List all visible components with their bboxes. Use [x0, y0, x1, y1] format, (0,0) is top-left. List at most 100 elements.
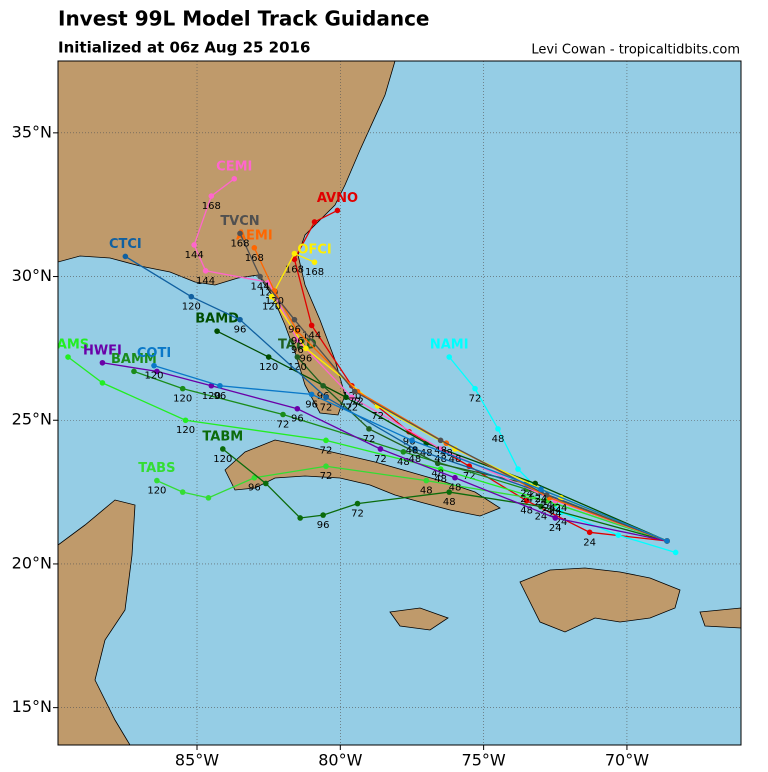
- model-name: BAMD: [195, 312, 239, 327]
- forecast-hour: 24: [540, 506, 553, 517]
- track-point: [320, 512, 326, 518]
- forecast-hour: 96: [305, 399, 318, 410]
- track-point: [320, 382, 326, 389]
- forecast-hour: 144: [302, 330, 321, 341]
- forecast-hour: 168: [230, 238, 249, 249]
- forecast-hour: 24: [583, 537, 596, 548]
- track-point: [323, 394, 329, 401]
- track-line: [293, 209, 668, 542]
- forecast-hour: 96: [234, 325, 247, 336]
- forecast-hour: 24: [549, 506, 562, 517]
- model-name: TVCN: [220, 214, 259, 229]
- track-point: [354, 500, 361, 507]
- track-point: [294, 328, 301, 334]
- track-point: [409, 437, 415, 444]
- track-point: [214, 328, 220, 334]
- track-line: [102, 362, 668, 542]
- chart-subtitle: Initialized at 06z Aug 25 2016: [58, 39, 310, 57]
- y-tick-label: 30°N: [12, 266, 52, 285]
- forecast-hour: 72: [463, 471, 476, 482]
- track-point: [268, 293, 275, 300]
- model-name: HWFI: [83, 343, 122, 358]
- forecast-hour: 48: [397, 457, 410, 468]
- track-point: [308, 322, 315, 329]
- forecast-hour: 24: [555, 517, 568, 528]
- forecast-hour: 72: [320, 445, 333, 456]
- track-point: [217, 382, 223, 389]
- forecast-hour: 120: [259, 287, 278, 298]
- forecast-hour: 144: [251, 282, 270, 293]
- x-tick-label: 70°W: [605, 751, 649, 769]
- forecast-hour: 24: [535, 511, 548, 522]
- forecast-hour: 72: [277, 419, 290, 430]
- forecast-hour: 48: [449, 483, 462, 494]
- track-point: [351, 388, 358, 395]
- forecast-hour: 48: [492, 434, 505, 445]
- track-point: [154, 368, 160, 375]
- forecast-hour: 120: [288, 362, 307, 373]
- forecast-hour: 24: [540, 500, 553, 511]
- forecast-hour: 72: [348, 397, 361, 408]
- track-point: [220, 446, 226, 452]
- track-point: [543, 492, 550, 498]
- forecast-hour: 72: [371, 411, 384, 422]
- track-point: [452, 474, 458, 481]
- track-point: [202, 267, 209, 274]
- forecast-hour: 72: [351, 397, 364, 408]
- track-point: [205, 495, 212, 501]
- track-point: [303, 345, 309, 352]
- track-point: [323, 437, 329, 444]
- forecast-hour: 48: [420, 486, 433, 497]
- forecast-hour: 96: [214, 391, 227, 402]
- forecast-hour: 48: [443, 497, 456, 508]
- track-point: [237, 230, 243, 237]
- track-point: [472, 385, 478, 392]
- track-point: [437, 437, 444, 444]
- model-name: CTCI: [109, 237, 142, 252]
- track-point: [262, 480, 269, 487]
- forecast-hour: 96: [403, 437, 416, 448]
- track-point: [291, 256, 298, 263]
- y-tick-label: 25°N: [12, 410, 52, 429]
- track-point: [446, 489, 453, 495]
- track-point: [311, 219, 318, 225]
- track-point: [311, 259, 318, 265]
- track-point: [291, 250, 298, 257]
- track-line: [216, 330, 668, 542]
- forecast-hour: 120: [173, 394, 192, 405]
- model-name: BAMS: [47, 338, 89, 353]
- forecast-hour: 168: [285, 264, 304, 275]
- track-point: [334, 207, 341, 214]
- forecast-hour: 168: [305, 267, 324, 278]
- forecast-hour: 72: [320, 402, 333, 413]
- forecast-hour: 72: [374, 454, 387, 465]
- track-point: [122, 253, 129, 260]
- track-point: [366, 426, 372, 432]
- track-point: [251, 245, 258, 251]
- forecast-hour: 168: [245, 253, 264, 264]
- forecast-hour: 48: [434, 454, 447, 465]
- track-point: [495, 426, 501, 432]
- forecast-hour: 72: [351, 509, 364, 520]
- track-point: [552, 515, 559, 521]
- forecast-hour: 120: [265, 296, 284, 307]
- track-point: [323, 463, 329, 470]
- forecast-hour: 48: [408, 454, 421, 465]
- x-tick-label: 85°W: [175, 751, 219, 769]
- track-point: [437, 466, 444, 472]
- track-line: [222, 448, 668, 542]
- model-name: AVNO: [317, 191, 358, 206]
- model-name: BAMM: [111, 352, 157, 367]
- track-point: [377, 446, 384, 452]
- track-point: [294, 405, 301, 412]
- forecast-hour: 120: [144, 371, 163, 382]
- forecast-hour: 120: [213, 454, 232, 465]
- forecast-hour: 24: [549, 523, 562, 534]
- track-point: [151, 362, 157, 369]
- track-line: [153, 365, 668, 542]
- track-point: [672, 549, 679, 556]
- track-point: [208, 382, 215, 389]
- forecast-hour: 96: [248, 483, 261, 494]
- forecast-hour: 120: [182, 302, 201, 313]
